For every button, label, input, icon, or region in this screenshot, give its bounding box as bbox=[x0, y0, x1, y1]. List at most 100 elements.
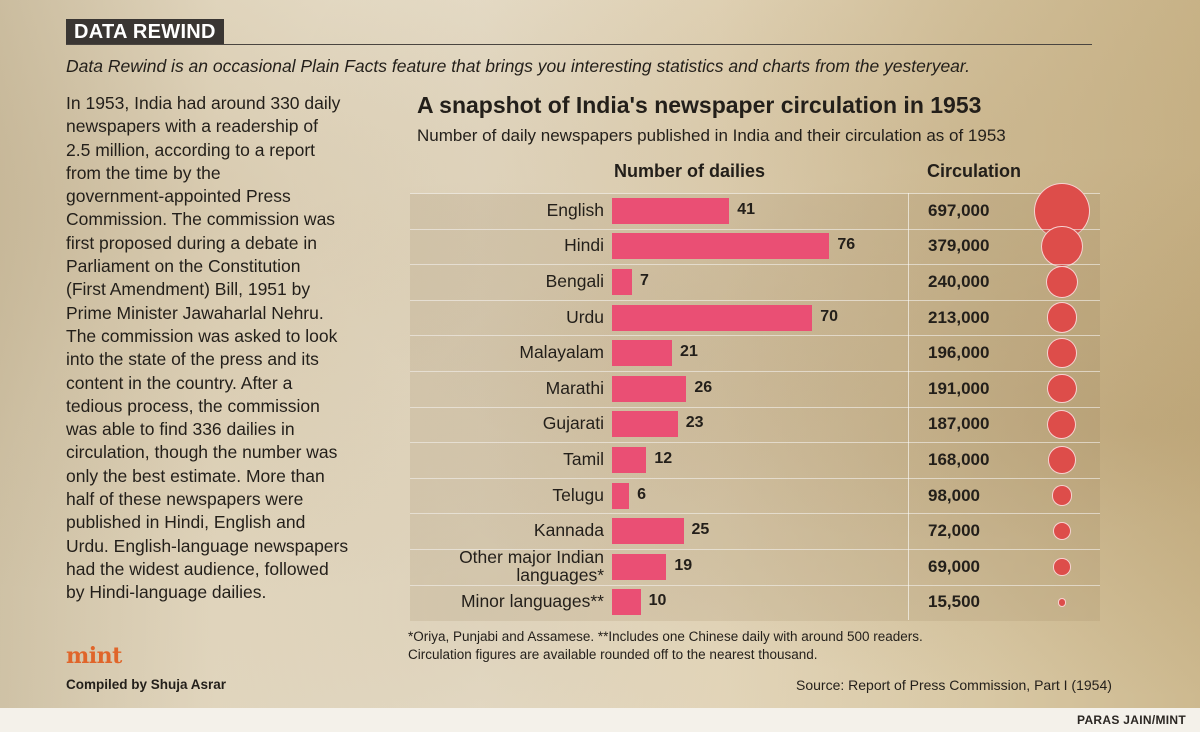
table-row bbox=[410, 264, 1100, 301]
dailies-value-label: 12 bbox=[654, 450, 673, 467]
category-label-line: Telugu bbox=[552, 484, 604, 505]
category-label-line: Malayalam bbox=[519, 342, 604, 363]
body-line: The commission was asked to look bbox=[66, 325, 338, 346]
row-divider bbox=[908, 584, 909, 621]
dailies-bar bbox=[612, 197, 730, 224]
dailies-value-label: 76 bbox=[837, 236, 856, 254]
body-line: was able to find 336 dailies in bbox=[66, 419, 295, 440]
body-line: published in Hindi, English and bbox=[66, 512, 306, 533]
dailies-value-label: 41 bbox=[737, 200, 756, 218]
circulation-bubble bbox=[1047, 338, 1077, 369]
dailies-value-label: 25 bbox=[691, 521, 710, 539]
category-label-line: Tamil bbox=[563, 449, 604, 469]
circulation-value-label: 168,000 bbox=[928, 450, 990, 469]
category-label: Kannada bbox=[414, 521, 604, 539]
category-label: Gujarati bbox=[414, 414, 604, 432]
row-divider bbox=[908, 406, 909, 443]
row-divider bbox=[908, 335, 909, 371]
body-line: Prime Minister Jawaharlal Nehru. bbox=[66, 302, 324, 323]
body-line: government-appointed Press bbox=[66, 186, 291, 207]
table-row bbox=[410, 193, 1100, 230]
circulation-value-label: 69,000 bbox=[928, 556, 980, 576]
dailies-value-label: 21 bbox=[680, 343, 698, 361]
body-line: from the time by the bbox=[66, 162, 221, 183]
dailies-value-label: 26 bbox=[694, 378, 713, 396]
table-row bbox=[410, 406, 1100, 444]
category-label: Marathi bbox=[414, 379, 604, 397]
dailies-value-label: 10 bbox=[648, 592, 667, 610]
article-body: In 1953, India had around 330 daily newsp… bbox=[66, 92, 386, 605]
category-label: Tamil bbox=[414, 450, 604, 468]
dailies-bar bbox=[612, 375, 687, 402]
dailies-bar bbox=[612, 553, 667, 580]
table-row bbox=[410, 477, 1100, 515]
circulation-value-label: 191,000 bbox=[928, 378, 990, 398]
row-divider bbox=[908, 228, 909, 265]
circulation-column-header: Circulation bbox=[927, 161, 1022, 181]
circulation-value-label: 196,000 bbox=[928, 343, 990, 363]
body-line: circulation, though the number was bbox=[66, 442, 338, 463]
dailies-value-label: 19 bbox=[674, 556, 693, 574]
dailies-bar bbox=[612, 447, 647, 473]
dailies-bar bbox=[612, 304, 813, 331]
dailies-bar bbox=[612, 589, 641, 616]
category-label: Telugu bbox=[414, 486, 604, 504]
row-divider bbox=[908, 513, 909, 549]
dailies-bar bbox=[612, 518, 684, 545]
category-label-line: Marathi bbox=[545, 377, 604, 398]
category-label-line: Gujarati bbox=[542, 413, 604, 434]
circulation-value-label: 697,000 bbox=[928, 200, 990, 220]
chart-title: A snapshot of India's newspaper circulat… bbox=[417, 92, 982, 118]
circulation-bubble bbox=[1053, 557, 1071, 576]
table-row bbox=[410, 549, 1100, 586]
table-row bbox=[410, 513, 1100, 550]
row-divider bbox=[908, 299, 909, 336]
intro-text: Data Rewind is an occasional Plain Facts… bbox=[66, 56, 970, 76]
circulation-bubble bbox=[1048, 446, 1076, 474]
dailies-value-label: 70 bbox=[820, 307, 838, 325]
circulation-value-label: 379,000 bbox=[928, 236, 990, 256]
body-line: first proposed during a debate in bbox=[66, 232, 317, 253]
category-label-line: Minor languages** bbox=[460, 591, 604, 612]
body-line: tedious process, the commission bbox=[66, 395, 320, 416]
row-divider bbox=[908, 264, 909, 300]
dailies-bar bbox=[612, 411, 678, 438]
dailies-value-label: 23 bbox=[685, 414, 704, 432]
category-label-line: Other major Indian bbox=[459, 546, 604, 567]
body-line: (First Amendment) Bill, 1951 by bbox=[66, 279, 311, 300]
dailies-value-label: 6 bbox=[637, 485, 647, 503]
category-label: Hindi bbox=[414, 236, 604, 254]
body-line: only the best estimate. More than bbox=[66, 465, 325, 486]
body-line: content in the country. After a bbox=[66, 372, 293, 393]
dailies-bar bbox=[612, 340, 673, 367]
circulation-bubble bbox=[1047, 409, 1077, 439]
credit-line: PARAS JAIN/MINT bbox=[1077, 713, 1186, 727]
category-label: English bbox=[414, 201, 604, 219]
dailies-bar bbox=[612, 233, 830, 260]
footnote-line: *Oriya, Punjabi and Assamese. **Includes… bbox=[408, 629, 923, 644]
circulation-bubble bbox=[1041, 225, 1083, 268]
dailies-value-label: 7 bbox=[640, 272, 649, 289]
row-divider bbox=[908, 549, 909, 585]
row-divider bbox=[908, 371, 909, 407]
circulation-bubble bbox=[1046, 302, 1078, 334]
footnotes: *Oriya, Punjabi and Assamese. **Includes… bbox=[408, 628, 1008, 664]
row-divider bbox=[908, 442, 909, 478]
circulation-value-label: 213,000 bbox=[928, 307, 990, 327]
dailies-column-header: Number of dailies bbox=[614, 161, 766, 181]
category-label-line: Hindi bbox=[564, 235, 604, 256]
circulation-value-label: 240,000 bbox=[928, 272, 990, 291]
chart-subtitle: Number of daily newspapers published in … bbox=[417, 126, 1006, 145]
compiled-by: Compiled by Shuja Asrar bbox=[66, 677, 227, 692]
circulation-value-label: 72,000 bbox=[928, 521, 980, 541]
circulation-bubble bbox=[1057, 598, 1067, 607]
header-rule bbox=[66, 44, 1092, 45]
body-line: In 1953, India had around 330 daily bbox=[66, 93, 341, 113]
source-note: Source: Report of Press Commission, Part… bbox=[796, 677, 1112, 693]
table-row bbox=[410, 442, 1100, 479]
category-label: Other major Indian languages* bbox=[414, 548, 604, 584]
table-row bbox=[410, 371, 1100, 408]
body-line: half of these newspapers were bbox=[66, 489, 304, 510]
table-row bbox=[410, 335, 1100, 372]
